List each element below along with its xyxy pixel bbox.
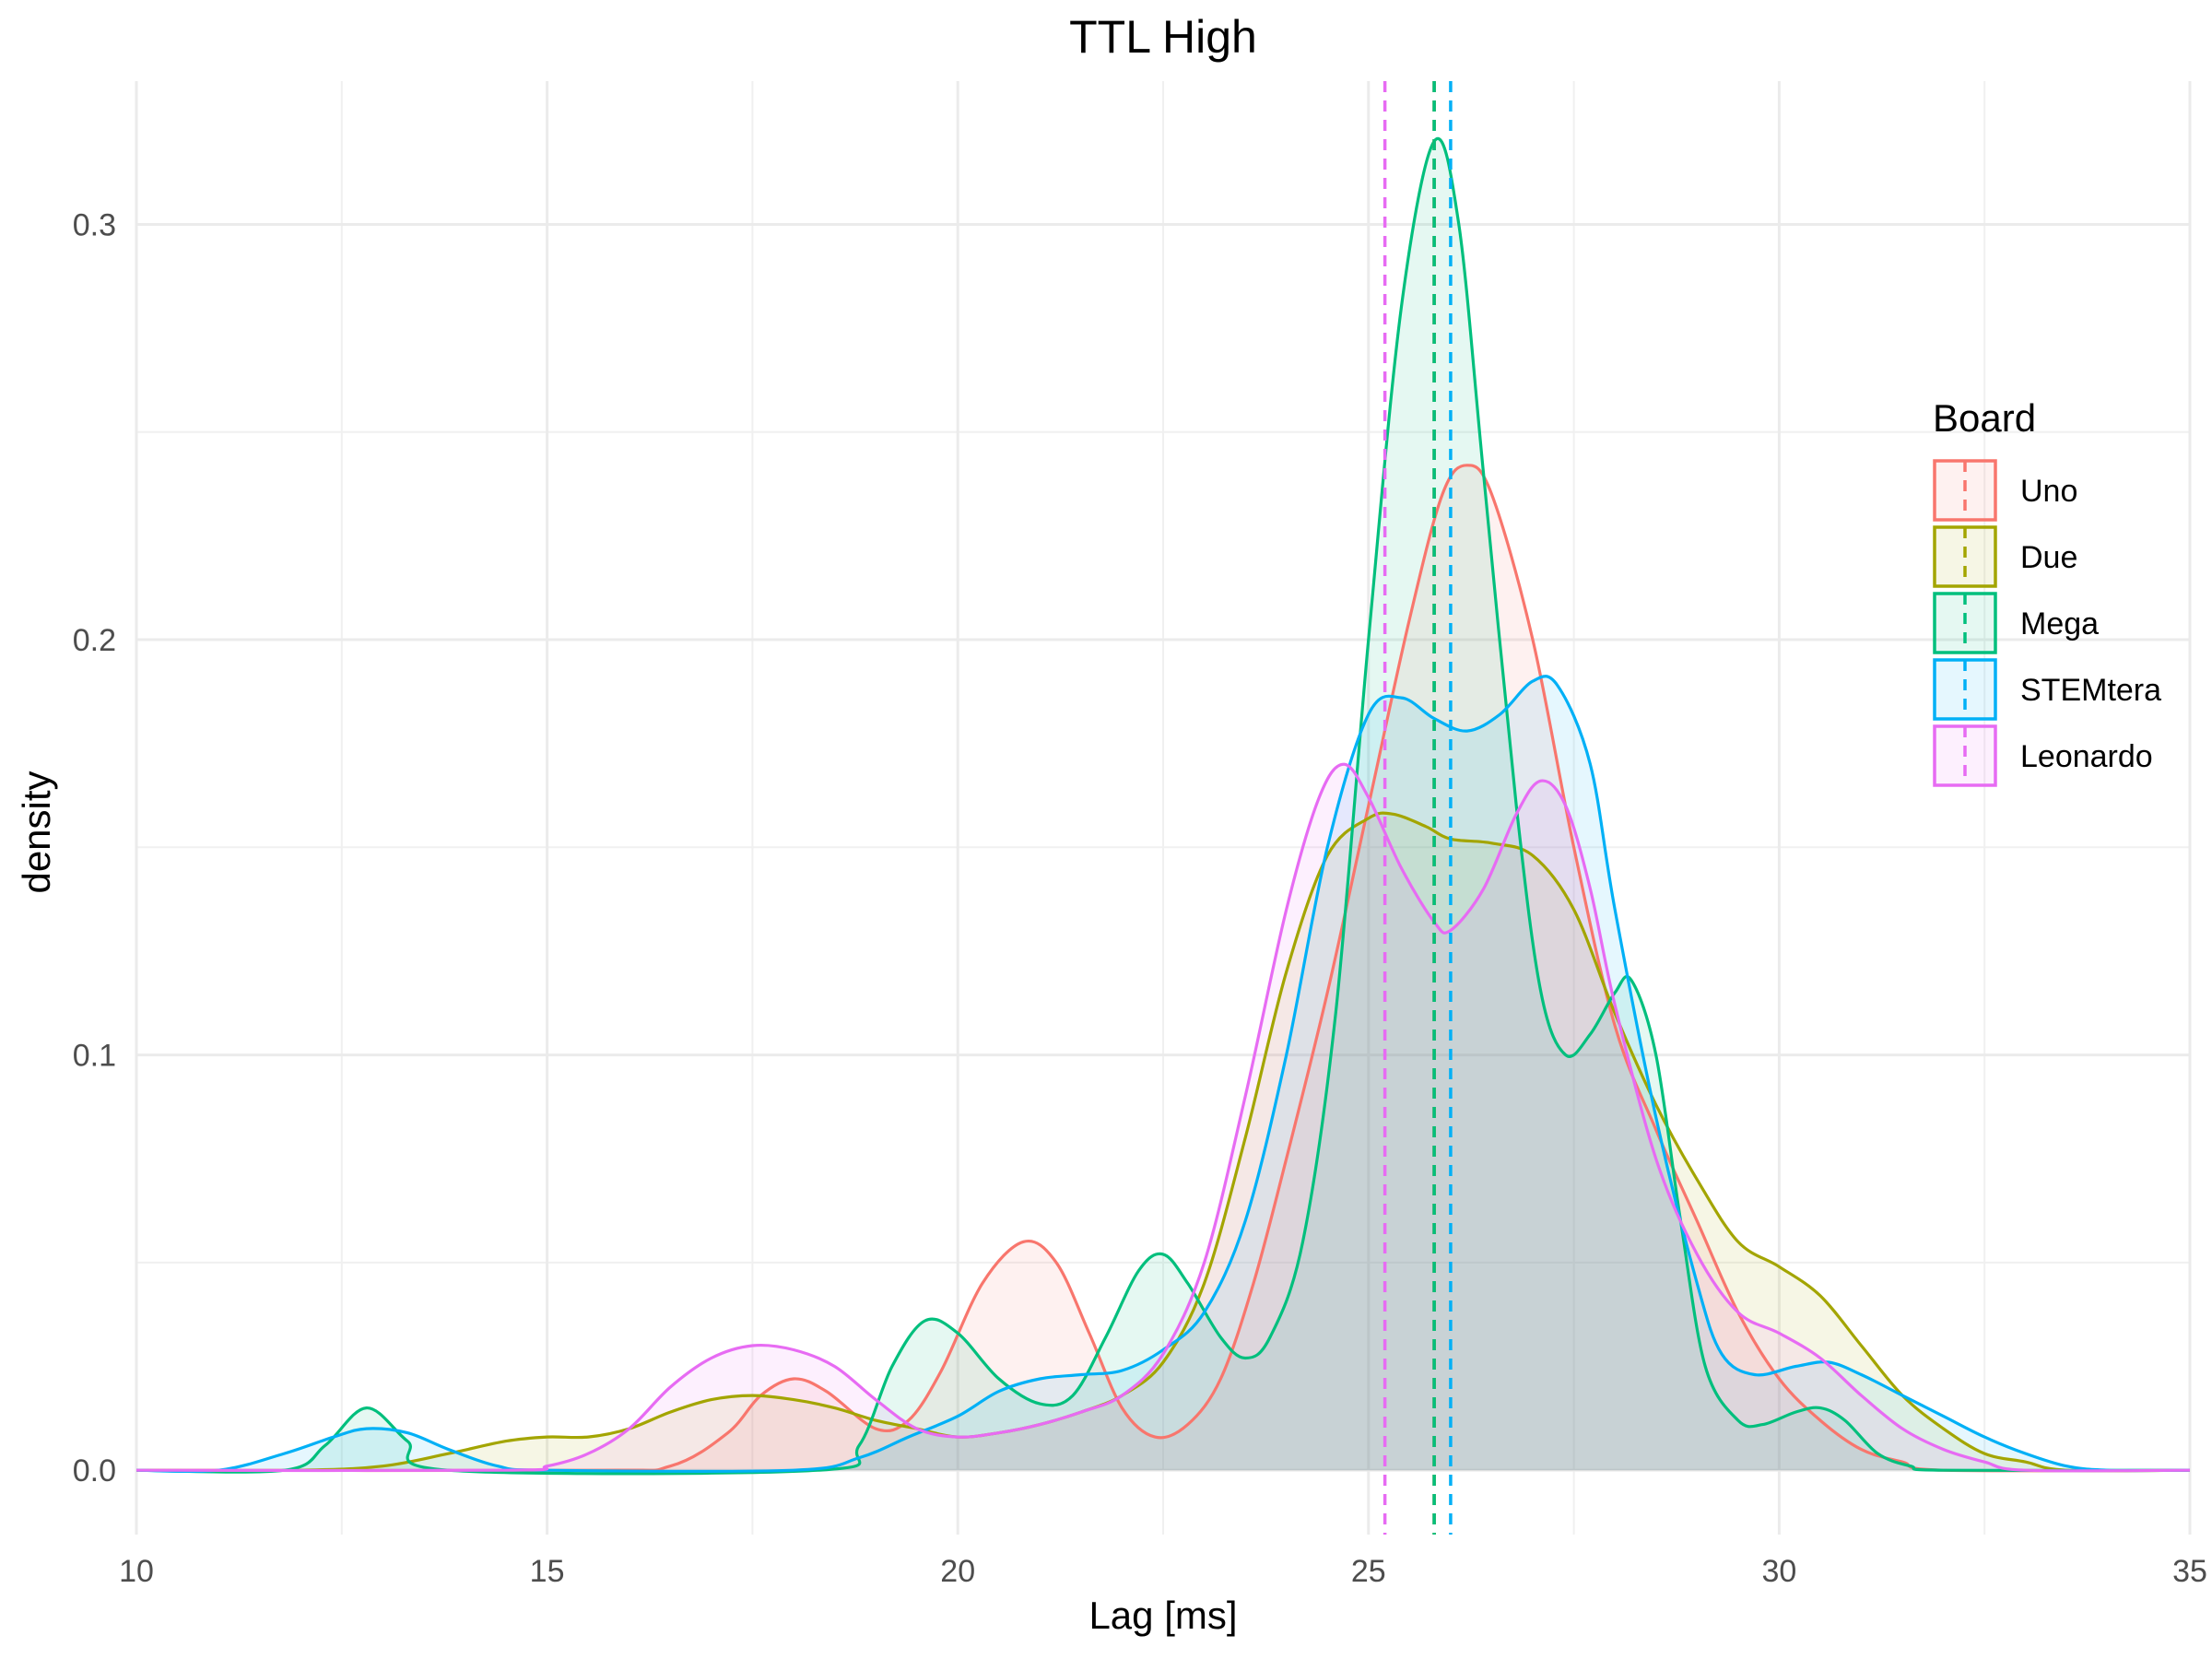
density-line-mega <box>135 136 2191 1476</box>
x-tick-label: 20 <box>940 1554 975 1589</box>
x-tick-labels: 10 15 20 25 30 35 <box>119 1554 2207 1589</box>
x-tick-label: 25 <box>1351 1554 1386 1589</box>
legend-label: Leonardo <box>2020 739 2153 774</box>
legend-label: STEMtera <box>2020 673 2161 708</box>
legend-label: Due <box>2020 540 2077 575</box>
legend-item-uno: Uno <box>1933 459 2077 522</box>
x-tick-label: 30 <box>1761 1554 1796 1589</box>
x-tick-label: 10 <box>119 1554 154 1589</box>
density-areas <box>136 138 2190 1474</box>
y-axis-title: density <box>15 771 58 893</box>
x-tick-label: 15 <box>530 1554 565 1589</box>
grid-lines <box>135 81 2192 1535</box>
legend-label: Uno <box>2020 474 2077 509</box>
mean-lines <box>1382 81 1453 1535</box>
legend-label: Mega <box>2020 606 2099 641</box>
y-tick-labels: 0.0 0.1 0.2 0.3 <box>73 207 116 1488</box>
x-axis-title: Lag [ms] <box>1088 1594 1237 1637</box>
density-lines <box>135 136 2191 1476</box>
legend-item-leonardo: Leonardo <box>1933 724 2153 787</box>
legend-title: Board <box>1933 396 2036 440</box>
chart-title: TTL High <box>1069 11 1257 63</box>
legend-item-mega: Mega <box>1933 592 2099 654</box>
y-tick-label: 0.3 <box>73 207 116 242</box>
density-line-uno <box>135 464 2191 1473</box>
density-area-stemtera <box>136 676 2190 1472</box>
legend-item-stemtera: STEMtera <box>1933 658 2161 721</box>
legend: Board Uno Due Mega STEMtera Leonardo <box>1933 396 2161 787</box>
y-tick-label: 0.0 <box>73 1453 116 1488</box>
y-tick-label: 0.1 <box>73 1039 116 1074</box>
density-area-leonardo <box>136 764 2190 1471</box>
x-tick-label: 35 <box>2172 1554 2207 1589</box>
density-line-due <box>135 811 2191 1473</box>
density-area-due <box>136 813 2190 1471</box>
y-tick-label: 0.2 <box>73 623 116 658</box>
legend-item-due: Due <box>1933 525 2077 588</box>
density-line-leonardo <box>135 762 2191 1473</box>
density-area-uno <box>136 465 2190 1471</box>
